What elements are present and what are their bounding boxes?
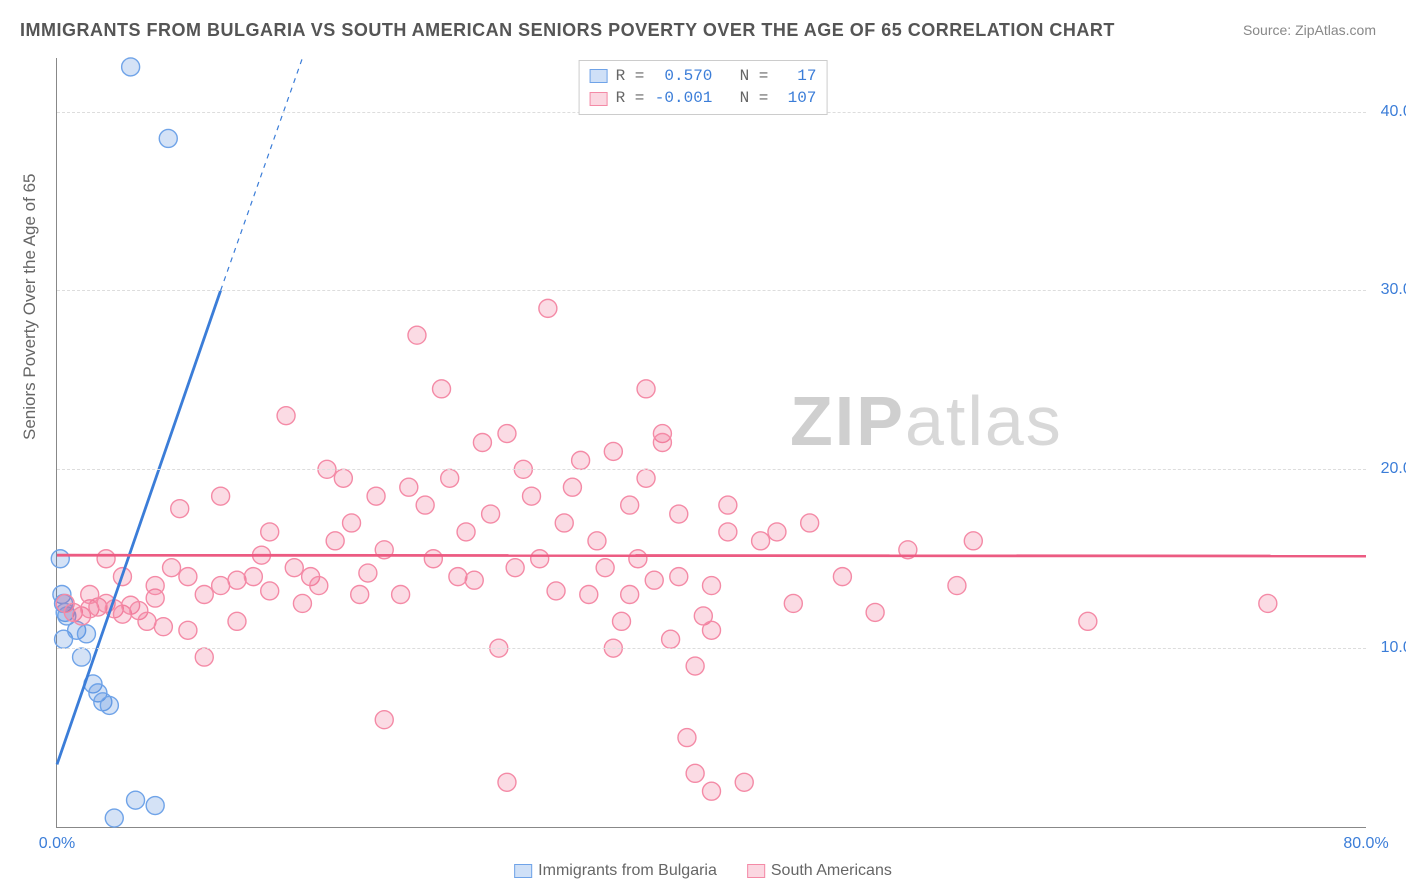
- y-axis-label: Seniors Poverty Over the Age of 65: [20, 174, 40, 440]
- chart-svg: [57, 58, 1366, 827]
- y-tick-label: 30.0%: [1371, 281, 1406, 299]
- legend-stats-row-southamerican: R = -0.001 N = 107: [590, 87, 817, 109]
- swatch-icon: [747, 864, 765, 878]
- x-tick-label: 80.0%: [1343, 835, 1388, 853]
- legend-label: South Americans: [771, 862, 892, 880]
- x-tick-label: 0.0%: [39, 835, 75, 853]
- swatch-bulgaria: [590, 69, 608, 83]
- legend-series: Immigrants from Bulgaria South Americans: [514, 862, 892, 880]
- legend-label: Immigrants from Bulgaria: [538, 862, 717, 880]
- y-tick-label: 40.0%: [1371, 103, 1406, 121]
- legend-stats: R = 0.570 N = 17 R = -0.001 N = 107: [579, 60, 828, 115]
- plot-area: ZIPatlas 10.0%20.0%30.0%40.0%0.0%80.0%: [56, 58, 1366, 828]
- legend-stats-row-bulgaria: R = 0.570 N = 17: [590, 65, 817, 87]
- chart-title: IMMIGRANTS FROM BULGARIA VS SOUTH AMERIC…: [20, 20, 1115, 41]
- y-tick-label: 10.0%: [1371, 639, 1406, 657]
- legend-item-bulgaria: Immigrants from Bulgaria: [514, 862, 717, 880]
- swatch-icon: [514, 864, 532, 878]
- source-label: Source: ZipAtlas.com: [1243, 22, 1376, 38]
- y-tick-label: 20.0%: [1371, 460, 1406, 478]
- legend-item-southamerican: South Americans: [747, 862, 892, 880]
- swatch-southamerican: [590, 92, 608, 106]
